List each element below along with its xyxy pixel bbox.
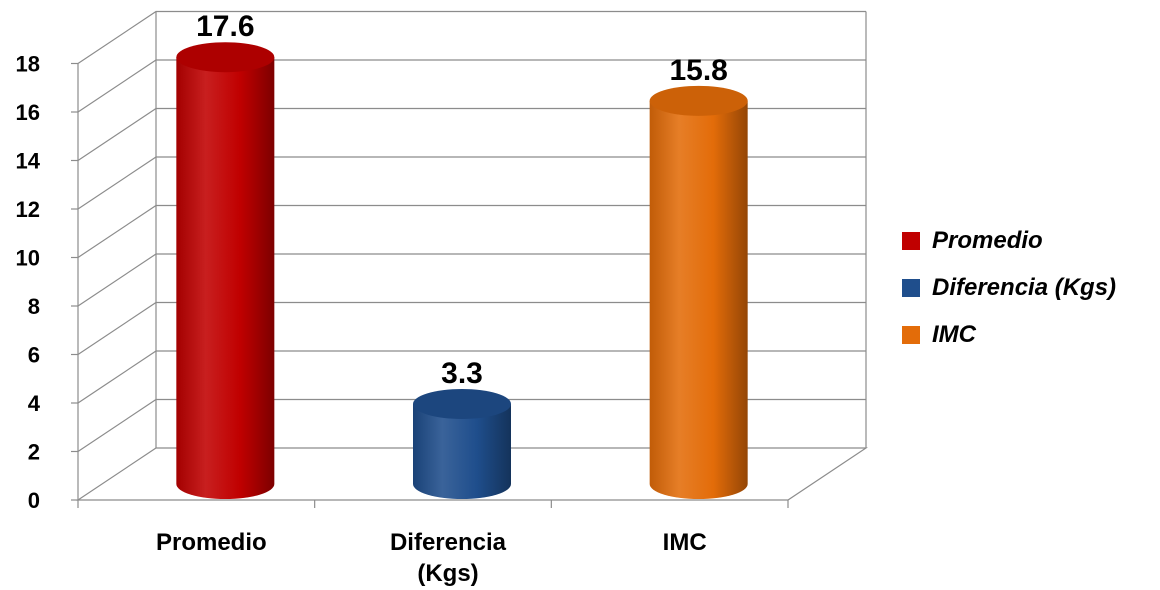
legend-swatch (902, 326, 920, 344)
x-axis-categories: Promedio Diferencia (Kgs) IMC (156, 529, 707, 587)
gridlines (77, 10, 866, 452)
y-tick-label: 14 (16, 149, 41, 174)
legend-swatch (902, 232, 920, 250)
legend-swatch (902, 279, 920, 297)
bar (176, 42, 275, 499)
y-tick-label: 10 (16, 246, 40, 271)
bar (413, 388, 511, 499)
bar (649, 85, 748, 500)
plot-walls (76, 11, 868, 501)
gridline (77, 107, 866, 161)
gridline (77, 301, 866, 355)
gridline (77, 10, 866, 64)
y-axis-ticks: 0 2 4 6 8 10 12 14 16 18 (16, 52, 789, 513)
legend-item: IMC (902, 321, 977, 348)
bar-top (176, 42, 275, 73)
x-category-label: (Kgs) (417, 560, 478, 587)
bar-top (649, 85, 748, 116)
gridline (77, 156, 866, 210)
y-tick-label: 12 (16, 197, 40, 222)
x-category-label: Promedio (156, 529, 267, 556)
legend-label: IMC (932, 321, 977, 348)
legend-item: Diferencia (Kgs) (902, 274, 1116, 301)
y-tick-label: 4 (28, 391, 41, 416)
gridline (77, 350, 866, 404)
bars (176, 42, 748, 500)
y-tick-label: 2 (28, 440, 40, 465)
x-category-label: IMC (663, 529, 707, 556)
y-tick-label: 8 (28, 294, 40, 319)
gridline (77, 253, 866, 307)
y-tick-label: 6 (28, 343, 40, 368)
data-labels: 17.6 3.3 15.8 (196, 10, 728, 390)
bar-top (413, 388, 511, 419)
y-tick-label: 16 (16, 100, 40, 125)
legend-label: Promedio (932, 227, 1043, 254)
legend: Promedio Diferencia (Kgs) IMC (902, 227, 1116, 348)
gridline (77, 204, 866, 258)
bar-body (176, 57, 275, 499)
bar-body (413, 403, 511, 499)
data-label: 17.6 (196, 10, 254, 43)
y-tick-label: 0 (28, 488, 40, 513)
data-label: 3.3 (441, 357, 483, 390)
legend-label: Diferencia (Kgs) (932, 274, 1116, 301)
bar-body (649, 100, 748, 500)
data-label: 15.8 (669, 54, 727, 87)
y-tick-label: 18 (16, 52, 40, 77)
legend-item: Promedio (902, 227, 1043, 254)
x-category-label: Diferencia (390, 529, 507, 556)
gridline (77, 59, 866, 113)
gridline (77, 398, 866, 452)
